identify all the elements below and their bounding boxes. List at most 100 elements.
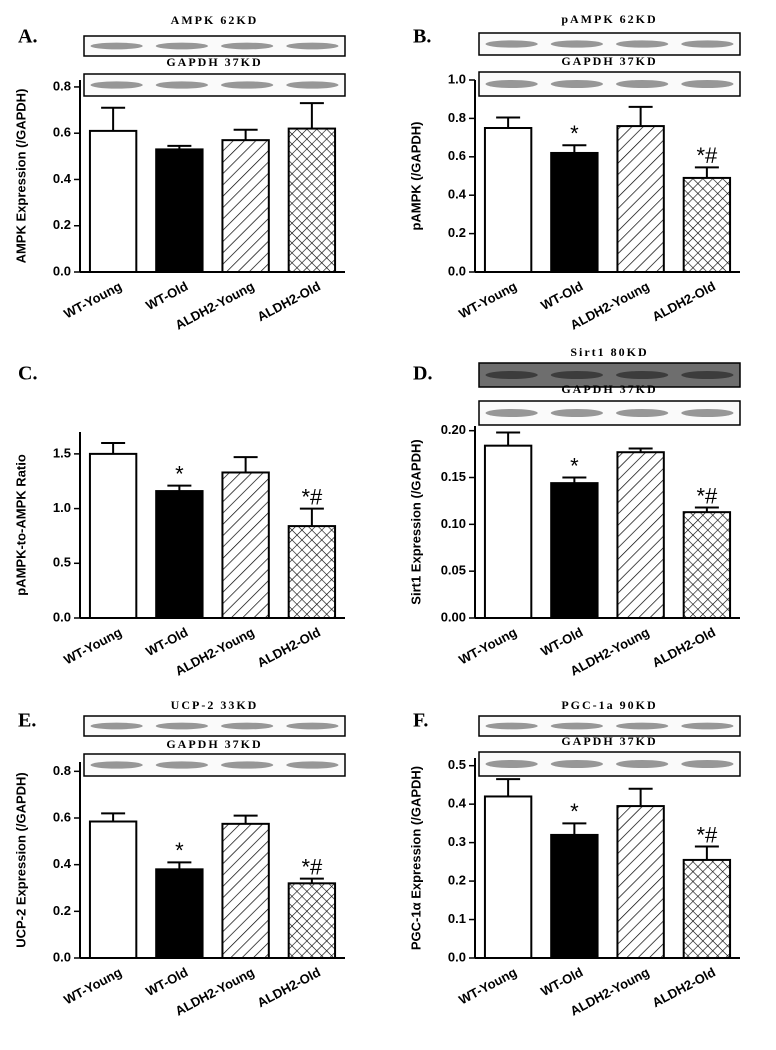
y-tick-label: 1.5 <box>53 445 71 460</box>
y-tick-label: 0.6 <box>53 125 71 140</box>
x-tick-label: WT-Young <box>61 964 124 1007</box>
blot-band <box>485 760 538 768</box>
blot-band <box>616 80 669 88</box>
blot-band <box>550 80 603 88</box>
significance-mark: *# <box>301 484 323 509</box>
bar <box>88 452 138 619</box>
panel-letter: A. <box>18 26 37 48</box>
blot <box>83 73 346 97</box>
y-tick-label: 0.5 <box>53 555 71 570</box>
bar <box>155 490 204 620</box>
blot-band <box>550 371 603 379</box>
blot-band <box>681 371 734 379</box>
y-tick-label: 0.0 <box>53 949 71 964</box>
bar <box>616 805 665 959</box>
blot-band <box>221 761 274 769</box>
bar <box>616 125 665 273</box>
y-axis-label: UCP-2 Expression (/GAPDH) <box>13 772 28 948</box>
y-tick-label: 0.2 <box>53 217 71 232</box>
bar <box>682 511 732 619</box>
panel-letter: F. <box>413 710 428 732</box>
bar <box>483 127 533 273</box>
y-tick-label: 0.2 <box>448 225 466 240</box>
blot-band <box>90 761 143 769</box>
blot-band <box>550 409 603 417</box>
bar <box>88 129 138 273</box>
y-axis-label: pAMPK (/GAPDH) <box>408 121 423 230</box>
y-tick-label: 0.1 <box>448 911 466 926</box>
blot <box>478 715 741 737</box>
x-tick-label: ALDH2-Old <box>255 278 323 324</box>
bar <box>221 822 270 959</box>
significance-mark: * <box>175 838 184 863</box>
x-tick-label: WT-Old <box>143 278 190 313</box>
blot-band <box>155 722 208 730</box>
significance-mark: * <box>570 799 579 824</box>
x-tick-label: WT-Old <box>143 624 190 659</box>
significance-mark: * <box>570 453 579 478</box>
blot-label: GAPDH 37KD <box>561 734 657 748</box>
blot-band <box>221 81 274 89</box>
blot-band <box>550 40 603 48</box>
blot-band <box>616 722 669 730</box>
y-tick-label: 0.4 <box>53 856 72 871</box>
bar <box>221 471 270 620</box>
blot-band <box>286 81 339 89</box>
y-tick-label: 0.2 <box>53 903 71 918</box>
y-tick-label: 0.0 <box>448 949 466 964</box>
blot-label: GAPDH 37KD <box>561 382 657 396</box>
y-tick-label: 0.8 <box>53 763 71 778</box>
x-tick-label: WT-Young <box>61 624 124 667</box>
y-tick-label: 0.0 <box>53 263 71 278</box>
blot <box>83 753 346 777</box>
x-tick-label: WT-Young <box>456 624 519 667</box>
panel-letter: C. <box>18 363 37 385</box>
bar <box>287 882 337 959</box>
x-tick-label: WT-Young <box>456 964 519 1007</box>
y-tick-label: 0.6 <box>448 148 466 163</box>
blot-band <box>221 722 274 730</box>
blot-band <box>616 409 669 417</box>
blot-band <box>90 42 143 50</box>
blot-band <box>616 371 669 379</box>
x-tick-label: ALDH2-Old <box>650 278 718 324</box>
blot-band <box>681 409 734 417</box>
blot-band <box>485 409 538 417</box>
blot-band <box>681 40 734 48</box>
y-tick-label: 0.0 <box>448 263 466 278</box>
bar <box>287 127 337 273</box>
blot-band <box>681 760 734 768</box>
blot-label: AMPK 62KD <box>171 13 259 27</box>
x-tick-label: WT-Old <box>538 624 585 659</box>
blot-band <box>681 722 734 730</box>
y-axis-label: AMPK Expression (/GAPDH) <box>13 89 28 264</box>
significance-mark: *# <box>696 822 718 847</box>
x-tick-label: ALDH2-Old <box>650 964 718 1010</box>
blot-band <box>286 761 339 769</box>
x-tick-label: ALDH2-Old <box>255 964 323 1010</box>
x-tick-label: WT-Young <box>61 278 124 321</box>
y-tick-label: 0.3 <box>448 834 466 849</box>
bar <box>155 148 204 273</box>
x-tick-label: ALDH2-Old <box>650 624 718 670</box>
blot <box>83 715 346 737</box>
blot <box>478 32 741 56</box>
y-tick-label: 0.5 <box>448 757 466 772</box>
blot-label: GAPDH 37KD <box>166 55 262 69</box>
blot-label: Sirt1 80KD <box>570 345 648 359</box>
significance-mark: * <box>570 121 579 146</box>
bar <box>483 795 533 960</box>
blot-label: UCP-2 33KD <box>171 698 259 712</box>
blot-label: GAPDH 37KD <box>561 54 657 68</box>
significance-mark: * <box>175 461 184 486</box>
blot-band <box>155 761 208 769</box>
blot-band <box>155 81 208 89</box>
blot-label: PGC-1a 90KD <box>561 698 657 712</box>
blot-band <box>485 371 538 379</box>
blot-band <box>485 80 538 88</box>
bar <box>221 139 270 273</box>
y-tick-label: 0.0 <box>53 609 71 624</box>
y-axis-label: PGC-1α Expression (/GAPDH) <box>408 766 423 950</box>
bar <box>483 444 533 620</box>
